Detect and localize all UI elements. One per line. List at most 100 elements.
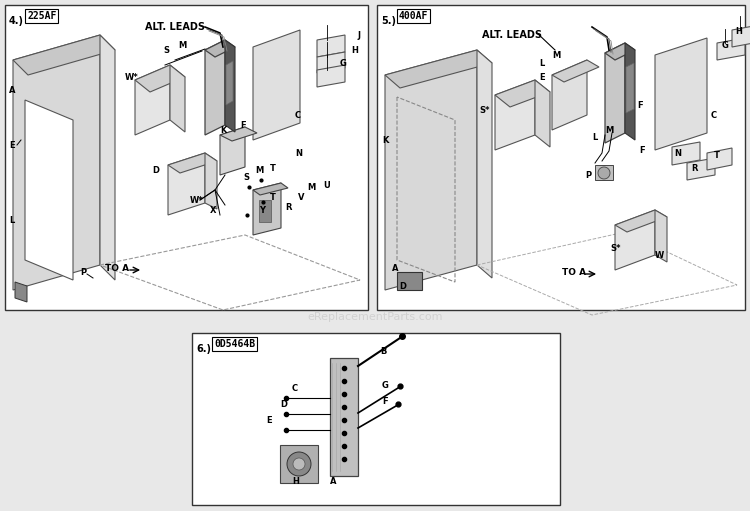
Text: J: J xyxy=(357,31,360,39)
Polygon shape xyxy=(220,127,257,141)
Text: T: T xyxy=(714,151,720,159)
Polygon shape xyxy=(477,50,492,278)
Text: D: D xyxy=(399,282,406,290)
Text: T: T xyxy=(270,164,276,173)
Polygon shape xyxy=(707,148,732,170)
Text: 5.): 5.) xyxy=(381,16,396,26)
Polygon shape xyxy=(168,153,205,215)
Polygon shape xyxy=(225,40,235,132)
Polygon shape xyxy=(385,50,492,88)
Text: E: E xyxy=(266,415,272,425)
Text: S*: S* xyxy=(479,105,490,114)
Polygon shape xyxy=(615,210,655,270)
Polygon shape xyxy=(15,282,27,302)
Polygon shape xyxy=(626,63,634,113)
Polygon shape xyxy=(253,30,300,140)
Text: U: U xyxy=(323,180,330,190)
Polygon shape xyxy=(13,35,100,290)
Polygon shape xyxy=(605,43,625,143)
Text: W: W xyxy=(655,250,664,260)
Text: R: R xyxy=(691,164,698,173)
Text: F: F xyxy=(240,121,246,129)
Polygon shape xyxy=(135,65,170,135)
Text: eReplacementParts.com: eReplacementParts.com xyxy=(308,312,442,322)
Text: C: C xyxy=(295,110,301,120)
Text: M: M xyxy=(178,40,186,50)
Polygon shape xyxy=(385,50,477,290)
Bar xyxy=(397,272,422,290)
Text: R: R xyxy=(285,202,292,212)
Polygon shape xyxy=(25,100,73,280)
Circle shape xyxy=(598,167,610,179)
Text: P: P xyxy=(585,171,591,179)
Text: M: M xyxy=(605,126,613,134)
Bar xyxy=(259,200,271,222)
Polygon shape xyxy=(615,210,667,232)
Polygon shape xyxy=(205,40,225,135)
Text: M: M xyxy=(307,182,315,192)
Polygon shape xyxy=(732,25,750,47)
Text: 225AF: 225AF xyxy=(27,11,56,21)
Text: L: L xyxy=(592,132,597,142)
Text: A: A xyxy=(392,264,398,272)
Polygon shape xyxy=(220,127,245,175)
Text: 0D5464B: 0D5464B xyxy=(214,339,255,349)
Text: N: N xyxy=(295,149,302,157)
Text: E: E xyxy=(539,73,544,81)
Text: W*: W* xyxy=(190,196,204,204)
Bar xyxy=(595,165,613,180)
Text: S*: S* xyxy=(610,244,620,252)
Text: B: B xyxy=(380,346,386,356)
Polygon shape xyxy=(205,153,217,209)
Text: M: M xyxy=(552,51,560,59)
Polygon shape xyxy=(317,65,345,87)
Text: P: P xyxy=(80,267,86,276)
Circle shape xyxy=(287,452,311,476)
Polygon shape xyxy=(317,52,345,73)
Text: TO A: TO A xyxy=(105,264,129,272)
Text: T: T xyxy=(270,193,276,201)
Text: D: D xyxy=(280,400,287,408)
Polygon shape xyxy=(625,43,635,140)
Text: K: K xyxy=(382,135,388,145)
Polygon shape xyxy=(253,183,288,195)
Polygon shape xyxy=(317,35,345,57)
Polygon shape xyxy=(168,153,217,173)
Text: X: X xyxy=(210,205,217,215)
Text: F: F xyxy=(637,101,643,109)
Text: ALT. LEADS: ALT. LEADS xyxy=(482,30,542,40)
Text: H: H xyxy=(292,476,298,485)
Polygon shape xyxy=(135,65,185,92)
Text: V: V xyxy=(298,193,304,201)
Polygon shape xyxy=(13,35,115,75)
Text: G: G xyxy=(340,58,346,67)
Text: C: C xyxy=(292,383,298,392)
Text: F: F xyxy=(639,146,644,154)
Polygon shape xyxy=(605,43,635,60)
Polygon shape xyxy=(552,60,587,130)
Polygon shape xyxy=(672,142,700,165)
Bar xyxy=(5,5,368,310)
Text: G: G xyxy=(382,381,388,389)
Text: TO A: TO A xyxy=(562,267,586,276)
Polygon shape xyxy=(687,158,715,180)
Text: L: L xyxy=(539,58,544,67)
Polygon shape xyxy=(100,35,115,280)
Polygon shape xyxy=(495,80,535,150)
Text: D: D xyxy=(152,166,159,174)
Text: A: A xyxy=(9,85,16,95)
Text: A: A xyxy=(330,476,337,485)
Text: 400AF: 400AF xyxy=(399,11,428,21)
Polygon shape xyxy=(535,80,550,147)
Text: ALT. LEADS: ALT. LEADS xyxy=(145,22,205,32)
Text: K: K xyxy=(220,126,226,134)
Bar xyxy=(280,445,318,483)
Text: F: F xyxy=(382,397,388,406)
Bar xyxy=(330,358,358,476)
Polygon shape xyxy=(552,60,599,82)
Text: S: S xyxy=(243,173,249,181)
Text: G: G xyxy=(722,40,729,50)
Text: S: S xyxy=(163,45,169,55)
Polygon shape xyxy=(655,38,707,150)
Polygon shape xyxy=(253,183,281,235)
